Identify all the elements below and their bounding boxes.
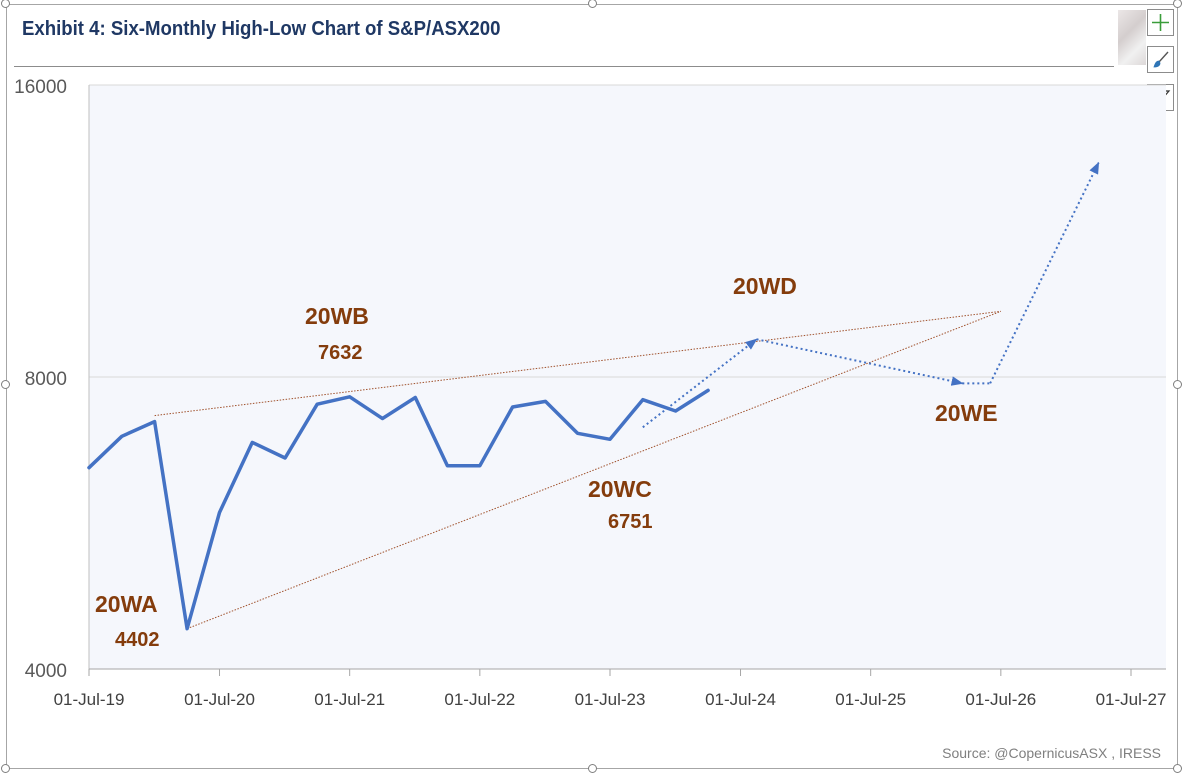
annotation-20wc-label: 20WC <box>588 476 652 502</box>
x-tick-label: 01-Jul-21 <box>314 690 385 709</box>
x-tick-label: 01-Jul-25 <box>835 690 906 709</box>
x-tick-label: 01-Jul-23 <box>575 690 646 709</box>
plus-icon <box>1152 14 1169 31</box>
resize-handle-middle-left[interactable] <box>1 380 10 389</box>
chart-styles-button[interactable] <box>1147 46 1174 73</box>
y-tick-label: 4000 <box>25 661 67 682</box>
annotation-20wa-label: 20WA <box>95 591 158 617</box>
resize-handle-top-left[interactable] <box>1 0 10 8</box>
annotation-20wc-value: 6751 <box>608 511 653 533</box>
chart-title[interactable]: Exhibit 4: Six-Monthly High-Low Chart of… <box>22 18 501 40</box>
y-tick-label: 8000 <box>25 369 67 390</box>
y-tick-label: 16000 <box>14 77 67 98</box>
x-tick-label: 01-Jul-22 <box>444 690 515 709</box>
annotation-20we-label: 20WE <box>935 400 998 426</box>
projection-segment[interactable] <box>756 338 964 386</box>
chart-elements-button[interactable] <box>1147 9 1174 36</box>
annotation-20wb-label: 20WB <box>305 303 369 329</box>
x-tick-label: 01-Jul-27 <box>1096 690 1167 709</box>
resize-handle-top-center[interactable] <box>588 0 597 8</box>
selection-thumbnail <box>1118 10 1146 65</box>
trendline-1[interactable] <box>154 310 1001 417</box>
annotation-20wb-value: 7632 <box>318 342 363 364</box>
resize-handle-top-right[interactable] <box>1173 0 1182 8</box>
annotation-20wd-label: 20WD <box>733 273 797 299</box>
projection-segment[interactable] <box>642 338 758 429</box>
annotation-20wa-value: 4402 <box>115 629 160 651</box>
source-note: Source: @CopernicusASX , IRESS <box>942 745 1161 761</box>
paintbrush-icon <box>1152 51 1169 67</box>
resize-handle-middle-right[interactable] <box>1173 380 1182 389</box>
x-tick-label: 01-Jul-19 <box>54 690 125 709</box>
series-line[interactable] <box>87 388 710 631</box>
x-tick-label: 01-Jul-26 <box>965 690 1036 709</box>
x-tick-label: 01-Jul-24 <box>705 690 776 709</box>
title-divider <box>14 66 1114 67</box>
projection-segment[interactable] <box>989 161 1100 384</box>
x-tick-label: 01-Jul-20 <box>184 690 255 709</box>
